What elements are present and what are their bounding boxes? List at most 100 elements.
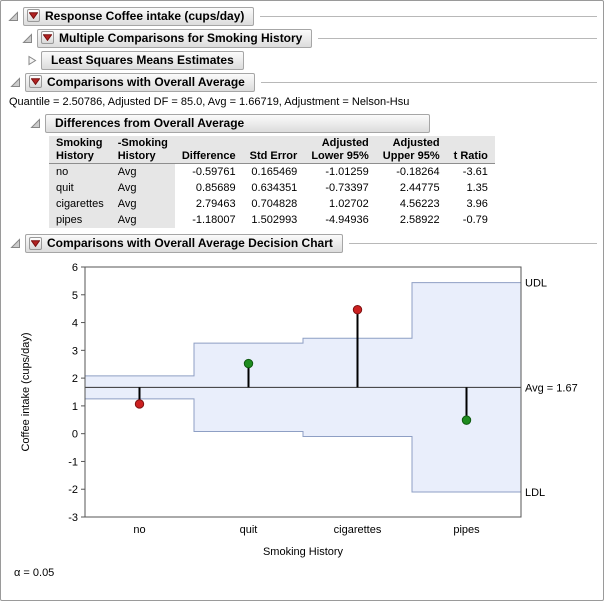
- cell-difference: -0.59761: [174, 163, 243, 180]
- table-row-cigarettes: cigarettes Avg 2.79463 0.704828 1.02702 …: [49, 195, 495, 212]
- col-header-t-ratio: t Ratio: [446, 136, 495, 164]
- quantile-summary: Quantile = 2.50786, Adjusted DF = 85.0, …: [9, 96, 410, 108]
- outline-header-response: Response Coffee intake (cups/day): [1, 6, 603, 26]
- red-triangle-menu-icon[interactable]: [29, 75, 42, 88]
- cell-std-error: 0.704828: [242, 195, 305, 212]
- cell-adj-upper: 4.56223: [375, 195, 447, 212]
- cell-difference: -1.18007: [174, 211, 243, 228]
- comparisons-avg-title: Comparisons with Overall Average: [47, 74, 245, 89]
- y-tick-label: 6: [72, 262, 78, 274]
- cell-std-error: 1.502993: [242, 211, 305, 228]
- cell-std-error: 0.634351: [242, 179, 305, 196]
- cell-adj-upper: 2.58922: [375, 211, 447, 228]
- response-title: Response Coffee intake (cups/day): [45, 8, 245, 23]
- header-rule: [318, 37, 597, 39]
- red-triangle-glyph: [29, 12, 38, 19]
- y-tick-label: -2: [68, 484, 78, 496]
- disclosure-open-icon[interactable]: [21, 32, 34, 45]
- table-row-pipes: pipes Avg -1.18007 1.502993 -4.94936 2.5…: [49, 211, 495, 228]
- col-header-difference: Difference: [174, 136, 243, 164]
- cell-t-ratio: 1.35: [446, 179, 495, 196]
- cell-group: no: [49, 163, 111, 180]
- col-header-adj-lower: Adjusted Lower 95%: [304, 136, 376, 164]
- col-header-adj-upper: Adjusted Upper 95%: [375, 136, 447, 164]
- multiple-comparisons-title: Multiple Comparisons for Smoking History: [59, 30, 303, 45]
- cell-adj-upper: 2.44775: [375, 179, 447, 196]
- disclosure-open-glyph: [10, 238, 20, 248]
- x-tick-label: quit: [240, 524, 258, 536]
- comparisons-avg-title-bar: Comparisons with Overall Average: [25, 72, 255, 92]
- alpha-level: α = 0.05: [14, 566, 55, 579]
- cell-t-ratio: 3.96: [446, 195, 495, 212]
- decision-chart: -3 -2 -1 0 1 2 3 4 5 6 no quit cigarettes pipes UDL Avg…: [1, 259, 603, 564]
- x-tick-label: cigarettes: [334, 524, 382, 536]
- response-title-bar: Response Coffee intake (cups/day): [23, 6, 255, 26]
- red-triangle-menu-icon[interactable]: [29, 236, 42, 250]
- disclosure-open-icon[interactable]: [29, 117, 42, 130]
- x-tick-label: no: [133, 524, 145, 536]
- ldl-label: LDL: [525, 487, 545, 499]
- disclosure-closed-icon[interactable]: [25, 54, 38, 67]
- y-tick-label: 1: [72, 400, 78, 412]
- cell-t-ratio: -3.61: [446, 163, 495, 180]
- disclosure-open-glyph: [30, 117, 40, 128]
- table-header-row: Smoking History -Smoking History Differenc…: [49, 136, 495, 164]
- disclosure-open-glyph: [22, 32, 32, 43]
- cell-group: pipes: [49, 211, 111, 228]
- disclosure-open-glyph: [8, 10, 18, 21]
- differences-title-bar: Differences from Overall Average: [45, 113, 430, 133]
- col-header-smoking-history: Smoking History: [49, 136, 111, 164]
- y-tick-label: 4: [72, 317, 78, 329]
- outline-header-differences: Differences from Overall Average: [1, 113, 603, 133]
- decision-chart-title-bar: Comparisons with Overall Average Decisio…: [25, 234, 343, 253]
- disclosure-open-icon[interactable]: [9, 76, 22, 89]
- cell-difference: 0.85689: [174, 179, 243, 196]
- x-tick-label: pipes: [453, 524, 480, 536]
- x-axis-label: Smoking History: [263, 546, 344, 558]
- disclosure-open-icon[interactable]: [7, 10, 20, 23]
- y-tick-label: 3: [72, 345, 78, 357]
- col-header-std-error: Std Error: [242, 136, 305, 164]
- cell-adj-upper: -0.18264: [375, 163, 447, 180]
- disclosure-open-glyph: [10, 76, 20, 87]
- disclosure-open-icon[interactable]: [9, 237, 22, 250]
- mean-point-pipes[interactable]: [461, 414, 472, 425]
- red-triangle-menu-icon[interactable]: [41, 31, 54, 44]
- cell-comparison: Avg: [110, 211, 175, 228]
- y-axis-label: Coffee intake (cups/day): [20, 332, 32, 451]
- header-rule: [348, 243, 597, 244]
- differences-table: Smoking History -Smoking History Differenc…: [49, 136, 495, 228]
- differences-table-container: Smoking History -Smoking History Differenc…: [49, 136, 603, 228]
- table-row-no: no Avg -0.59761 0.165469 -1.01259 -0.182…: [49, 163, 495, 180]
- outline-header-multiple-comparisons: Multiple Comparisons for Smoking History: [1, 28, 603, 48]
- header-rule: [260, 81, 597, 83]
- mean-point-no[interactable]: [134, 398, 145, 409]
- lsm-estimates-title: Least Squares Means Estimates: [51, 52, 234, 67]
- red-triangle-glyph: [31, 78, 40, 85]
- plot-border: [84, 266, 522, 517]
- disclosure-closed-glyph: [28, 55, 37, 65]
- cell-std-error: 0.165469: [242, 163, 305, 180]
- y-tick-label: 5: [72, 289, 78, 301]
- cell-comparison: Avg: [110, 195, 175, 212]
- outline-header-comparisons-avg: Comparisons with Overall Average: [1, 72, 603, 92]
- cell-adj-lower: 1.02702: [304, 195, 376, 212]
- col-header-minus-smoking-history: -Smoking History: [110, 136, 175, 164]
- cell-adj-lower: -1.01259: [304, 163, 376, 180]
- cell-t-ratio: -0.79: [446, 211, 495, 228]
- mean-point-quit[interactable]: [243, 358, 254, 368]
- decision-chart-title: Comparisons with Overall Average Decisio…: [47, 236, 333, 250]
- y-tick-label: -1: [68, 456, 78, 468]
- differences-title: Differences from Overall Average: [55, 115, 245, 130]
- lsm-estimates-title-bar: Least Squares Means Estimates: [41, 50, 244, 70]
- red-triangle-glyph: [43, 34, 52, 41]
- cell-comparison: Avg: [110, 163, 175, 180]
- red-triangle-menu-icon[interactable]: [27, 9, 40, 22]
- cell-adj-lower: -0.73397: [304, 179, 376, 196]
- multiple-comparisons-title-bar: Multiple Comparisons for Smoking History: [37, 28, 313, 48]
- header-rule: [260, 15, 597, 17]
- cell-comparison: Avg: [110, 179, 175, 196]
- decision-chart-canvas[interactable]: -3 -2 -1 0 1 2 3 4 5 6 no quit cigarettes pipes UDL Avg…: [13, 259, 589, 559]
- mean-point-cigarettes[interactable]: [352, 304, 363, 314]
